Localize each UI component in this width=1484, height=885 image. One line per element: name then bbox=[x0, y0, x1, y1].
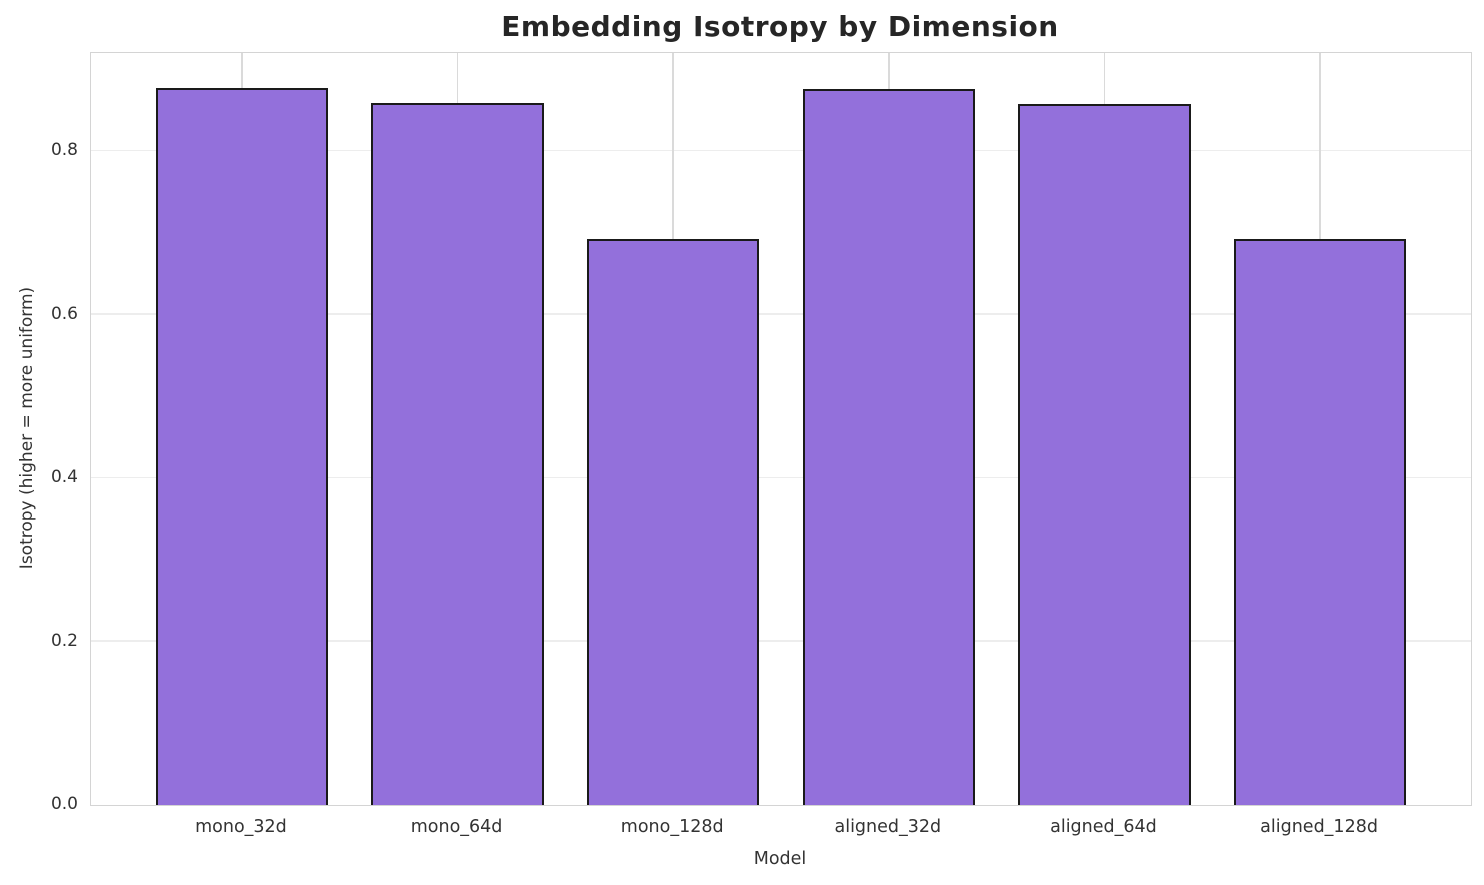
y-tick-label: 0.2 bbox=[50, 630, 78, 651]
h-gridline bbox=[91, 149, 1471, 152]
x-tick-label: aligned_128d bbox=[1260, 817, 1378, 837]
h-gridline bbox=[91, 476, 1471, 479]
bar-mono_64d bbox=[371, 102, 544, 805]
bar-aligned_64d bbox=[1018, 103, 1191, 805]
y-tick-label: 0.8 bbox=[50, 140, 78, 161]
y-tick-label: 0.0 bbox=[50, 794, 78, 814]
chart-title: Embedding Isotropy by Dimension bbox=[501, 10, 1059, 43]
x-tick-label: aligned_32d bbox=[834, 817, 942, 837]
h-gridline bbox=[91, 640, 1471, 642]
h-gridline bbox=[91, 313, 1471, 315]
bar-mono_32d bbox=[155, 88, 329, 805]
plot-area bbox=[90, 52, 1472, 806]
x-axis-label: Model bbox=[753, 849, 807, 869]
x-tick-label: mono_32d bbox=[195, 817, 287, 837]
y-axis-label: Isotropy (higher = more uniform) bbox=[17, 286, 37, 570]
x-tick-label: mono_128d bbox=[620, 817, 724, 837]
y-tick-label: 0.6 bbox=[50, 303, 78, 324]
x-tick-label: aligned_64d bbox=[1050, 817, 1157, 837]
y-tick-label: 0.4 bbox=[50, 467, 78, 488]
bar-aligned_32d bbox=[802, 88, 976, 805]
x-tick-label: mono_64d bbox=[410, 817, 503, 837]
bar-mono_128d bbox=[586, 238, 760, 805]
bar-aligned_128d bbox=[1233, 239, 1407, 805]
